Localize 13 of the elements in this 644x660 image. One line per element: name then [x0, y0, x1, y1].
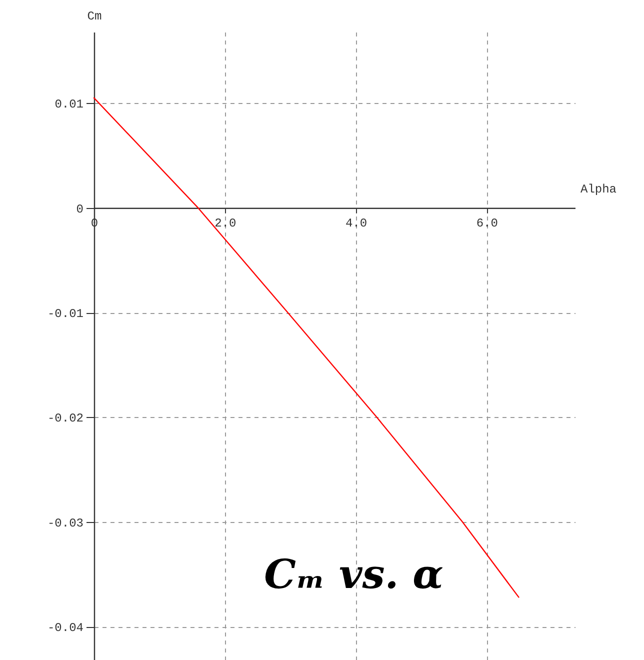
y-tick-label: -0.01	[47, 307, 84, 322]
x-tick-label: 6.0	[476, 216, 498, 230]
y-tick-label: -0.03	[47, 516, 84, 530]
y-tick-label: 0.01	[54, 98, 84, 112]
x-tick-label: 2.0	[214, 216, 236, 230]
y-tick-label: -0.02	[47, 412, 84, 426]
y-tick-label: 0	[76, 202, 84, 216]
line-series	[93, 97, 520, 598]
y-axis-title: Cm	[87, 10, 102, 24]
y-tick-label: -0.04	[47, 621, 84, 636]
x-axis-title: Alpha	[580, 182, 617, 196]
x-tick-label: 4.0	[345, 216, 368, 230]
annotation: Cₘ vs. α	[264, 550, 444, 598]
